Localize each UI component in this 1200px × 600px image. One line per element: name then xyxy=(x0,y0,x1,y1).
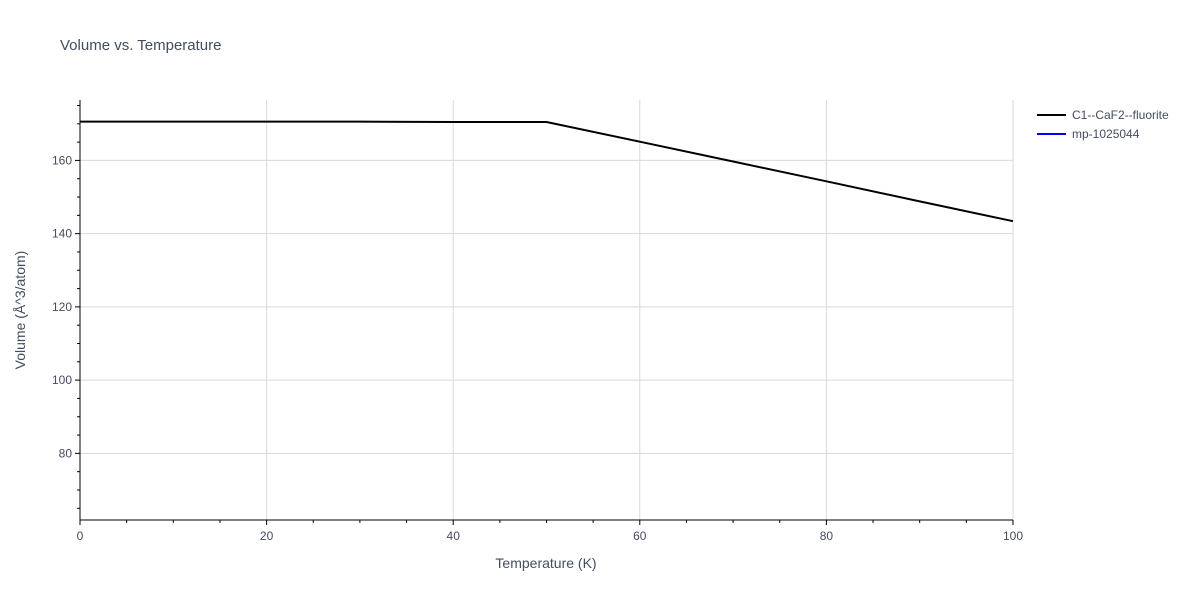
axes: 0 20 40 60 80 100 80 100 120 140 160 xyxy=(52,100,1023,543)
x-tick-label: 60 xyxy=(633,529,647,543)
x-tick-label: 40 xyxy=(447,529,461,543)
x-axis-title: Temperature (K) xyxy=(495,555,596,571)
y-tick-label: 120 xyxy=(52,300,72,314)
x-tick-label: 20 xyxy=(260,529,274,543)
legend-label-1: C1--CaF2--fluorite xyxy=(1072,108,1169,122)
y-axis-title: Volume (Å^3/atom) xyxy=(12,251,28,370)
x-tick-label: 100 xyxy=(1003,529,1023,543)
x-tick-label: 0 xyxy=(77,529,84,543)
series-line-1 xyxy=(80,120,1014,223)
x-tick-label: 80 xyxy=(820,529,834,543)
y-tick-label: 100 xyxy=(52,373,72,387)
chart-title: Volume vs. Temperature xyxy=(60,37,221,54)
y-tick-label: 140 xyxy=(52,227,72,241)
legend-label-2: mp-1025044 xyxy=(1072,127,1140,141)
grid xyxy=(80,100,1014,520)
y-tick-label: 160 xyxy=(52,153,72,167)
legend: C1--CaF2--fluorite mp-1025044 xyxy=(1037,108,1169,141)
y-tick-label: 80 xyxy=(59,446,73,460)
series-layer xyxy=(80,120,1014,223)
